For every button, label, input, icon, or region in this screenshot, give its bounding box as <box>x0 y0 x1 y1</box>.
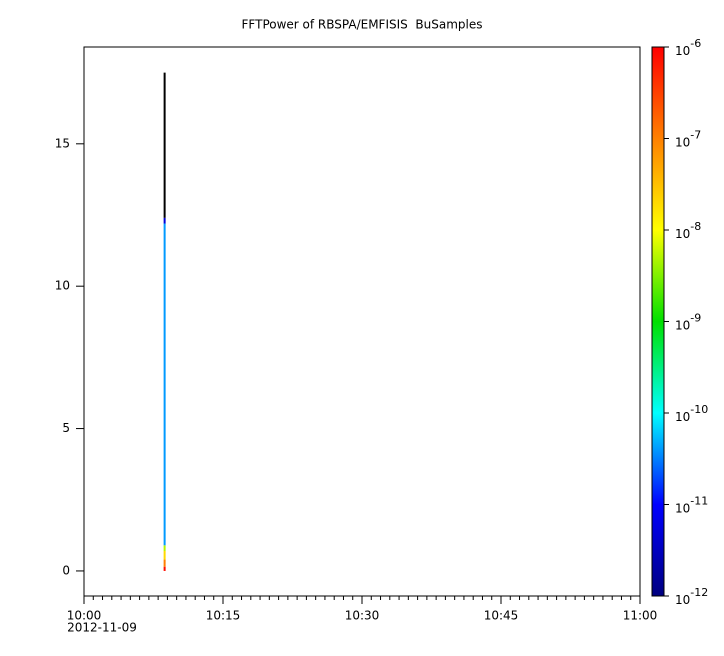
colorbar-tick-exponent: -9 <box>690 312 701 325</box>
colorbar <box>651 46 665 597</box>
x-tick-label: 11:00 <box>623 609 658 623</box>
colorbar-tick-exponent: -12 <box>690 586 708 599</box>
spectrogram-cell <box>163 551 166 560</box>
x-tick-label: 10:45 <box>484 609 519 623</box>
chart-title: FFTPower of RBSPA/EMFISIS BuSamples <box>242 18 483 32</box>
colorbar-tick-base: 10 <box>675 44 690 58</box>
colorbar-tick-exponent: -11 <box>690 495 708 508</box>
colorbar-tick-base: 10 <box>675 227 690 241</box>
y-tick-label: 15 <box>55 136 70 150</box>
colorbar-tick-base: 10 <box>675 593 690 607</box>
colorbar-tick-base: 10 <box>675 318 690 332</box>
colorbar-tick-base: 10 <box>675 410 690 424</box>
colorbar-tick-label: 10-9 <box>675 312 701 333</box>
spectrogram-cell <box>163 545 166 552</box>
spectrogram-cell <box>163 72 166 218</box>
plot-frame <box>83 46 641 597</box>
colorbar-tick-base: 10 <box>675 135 690 149</box>
colorbar-tick-base: 10 <box>675 501 690 515</box>
colorbar-tick-label: 10-12 <box>675 586 708 607</box>
spectrogram-cell <box>163 217 166 224</box>
colorbar-tick-label: 10-7 <box>675 129 701 150</box>
y-tick-label: 0 <box>62 563 70 577</box>
x-tick-label: 10:30 <box>345 609 380 623</box>
colorbar-tick-exponent: -10 <box>690 403 708 416</box>
x-tick-label: 10:15 <box>206 609 241 623</box>
date-label: 2012-11-09 <box>67 621 137 635</box>
x-tick-label: 10:00 <box>67 609 102 623</box>
y-tick-label: 10 <box>55 279 70 293</box>
spectrogram-cell <box>163 566 166 571</box>
colorbar-tick-exponent: -8 <box>690 220 701 233</box>
colorbar-tick-label: 10-10 <box>675 403 708 424</box>
spectrogram-cell <box>163 559 166 567</box>
colorbar-tick-label: 10-8 <box>675 220 701 241</box>
colorbar-tick-label: 10-11 <box>675 495 708 516</box>
colorbar-tick-exponent: -7 <box>690 129 701 142</box>
colorbar-tick-label: 10-6 <box>675 37 701 58</box>
y-tick-label: 5 <box>62 421 70 435</box>
colorbar-tick-exponent: -6 <box>690 37 701 50</box>
spectrogram-cell <box>163 223 166 546</box>
